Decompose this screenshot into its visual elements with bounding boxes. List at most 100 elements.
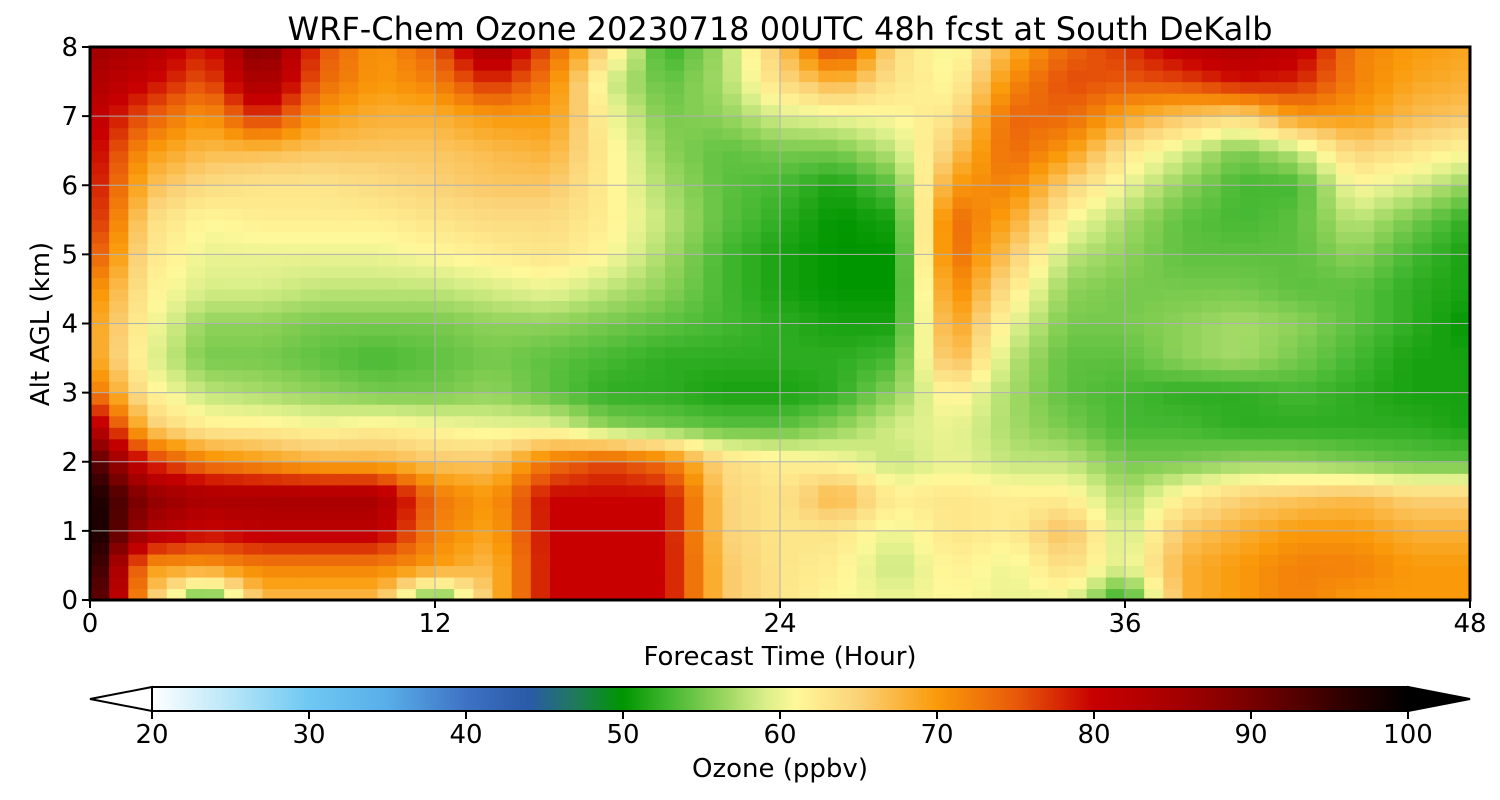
heatmap-cell xyxy=(1431,438,1452,451)
heatmap-cell xyxy=(875,196,896,209)
heatmap-cell xyxy=(971,450,992,463)
heatmap-cell xyxy=(243,346,264,359)
heatmap-cell xyxy=(607,392,628,405)
heatmap-cell xyxy=(1278,127,1299,140)
heatmap-cell xyxy=(1335,576,1356,590)
heatmap-cell xyxy=(1412,242,1433,255)
heatmap-cell xyxy=(895,484,915,497)
heatmap-cell xyxy=(684,116,704,129)
heatmap-cell xyxy=(1374,254,1394,267)
heatmap-cell xyxy=(435,242,455,255)
heatmap-cell xyxy=(741,588,762,600)
heatmap-cell xyxy=(875,438,896,451)
heatmap-cell xyxy=(1048,104,1069,117)
heatmap-cell xyxy=(1278,358,1299,371)
colorbar-gradient xyxy=(152,687,1408,711)
heatmap-cell xyxy=(262,553,283,567)
heatmap-cell xyxy=(1297,507,1318,520)
heatmap-cell xyxy=(952,461,973,474)
heatmap-cell xyxy=(626,196,647,209)
heatmap-cell xyxy=(1048,265,1069,279)
heatmap-cell xyxy=(1412,496,1433,509)
heatmap-cell xyxy=(396,450,417,463)
heatmap-cell xyxy=(90,484,110,497)
heatmap-cell xyxy=(1029,553,1049,567)
heatmap-cell xyxy=(415,139,436,152)
heatmap-cell xyxy=(1125,242,1145,255)
heatmap-cell xyxy=(665,392,685,405)
heatmap-cell xyxy=(109,162,129,175)
heatmap-cell xyxy=(550,496,570,509)
heatmap-cell xyxy=(109,484,129,497)
x-tick-label: 36 xyxy=(1108,609,1141,639)
heatmap-cell xyxy=(875,300,896,313)
heatmap-cell xyxy=(569,254,589,267)
heatmap-cell xyxy=(1450,93,1470,106)
heatmap-cell xyxy=(1086,438,1107,451)
heatmap-cell xyxy=(645,438,666,451)
heatmap-cell xyxy=(1393,335,1414,348)
heatmap-cell xyxy=(952,196,973,209)
heatmap-cell xyxy=(818,254,839,267)
heatmap-cell xyxy=(875,404,896,417)
heatmap-cell xyxy=(377,588,398,600)
heatmap-cell xyxy=(511,254,532,267)
heatmap-cell xyxy=(684,254,704,267)
heatmap-cell xyxy=(971,461,992,474)
heatmap-cell xyxy=(473,81,494,94)
heatmap-cell xyxy=(1163,173,1184,186)
heatmap-cell xyxy=(645,576,666,590)
heatmap-cell xyxy=(435,116,455,129)
heatmap-cell xyxy=(645,185,666,198)
heatmap-cell xyxy=(473,358,494,371)
heatmap-cell xyxy=(588,473,609,486)
heatmap-cell xyxy=(166,93,187,106)
heatmap-cell xyxy=(1144,150,1164,163)
heatmap-cell xyxy=(1163,185,1184,198)
heatmap-cell xyxy=(1144,507,1164,520)
heatmap-cell xyxy=(281,530,302,543)
heatmap-cell xyxy=(588,116,609,129)
heatmap-cell xyxy=(569,311,589,325)
heatmap-cell xyxy=(875,450,896,463)
heatmap-cell xyxy=(818,358,839,371)
heatmap-cell xyxy=(1240,346,1260,359)
heatmap-cell xyxy=(856,150,877,163)
heatmap-cell xyxy=(1240,47,1260,60)
heatmap-cell xyxy=(952,519,973,532)
heatmap-cell xyxy=(224,116,244,129)
heatmap-cell xyxy=(971,219,992,232)
heatmap-cell xyxy=(588,381,609,394)
heatmap-cell xyxy=(243,116,264,129)
heatmap-cell xyxy=(760,231,781,244)
heatmap-cell xyxy=(415,323,436,336)
heatmap-cell xyxy=(1412,139,1433,152)
heatmap-cell xyxy=(435,346,455,359)
heatmap-cell xyxy=(530,369,551,382)
heatmap-cell xyxy=(1431,427,1452,440)
heatmap-cell xyxy=(435,185,455,198)
heatmap-cell xyxy=(1067,461,1088,474)
heatmap-cell xyxy=(358,231,379,244)
heatmap-cell xyxy=(990,576,1011,590)
heatmap-cell xyxy=(703,415,724,428)
heatmap-cell xyxy=(914,553,934,567)
heatmap-cell xyxy=(1125,116,1145,129)
heatmap-cell xyxy=(1259,231,1279,244)
heatmap-cell xyxy=(799,542,819,555)
heatmap-cell xyxy=(665,507,685,520)
heatmap-cell xyxy=(1182,369,1203,382)
heatmap-cell xyxy=(243,461,264,474)
heatmap-cell xyxy=(358,553,379,567)
heatmap-cell xyxy=(952,288,973,302)
heatmap-cell xyxy=(1450,392,1470,405)
heatmap-cell xyxy=(703,70,724,83)
heatmap-cell xyxy=(952,369,973,382)
heatmap-cell xyxy=(109,219,129,232)
heatmap-cell xyxy=(875,473,896,486)
heatmap-cell xyxy=(109,185,129,198)
heatmap-cell xyxy=(1374,427,1394,440)
heatmap-cell xyxy=(741,70,762,83)
heatmap-cell xyxy=(914,58,934,71)
heatmap-cell xyxy=(1355,427,1375,440)
